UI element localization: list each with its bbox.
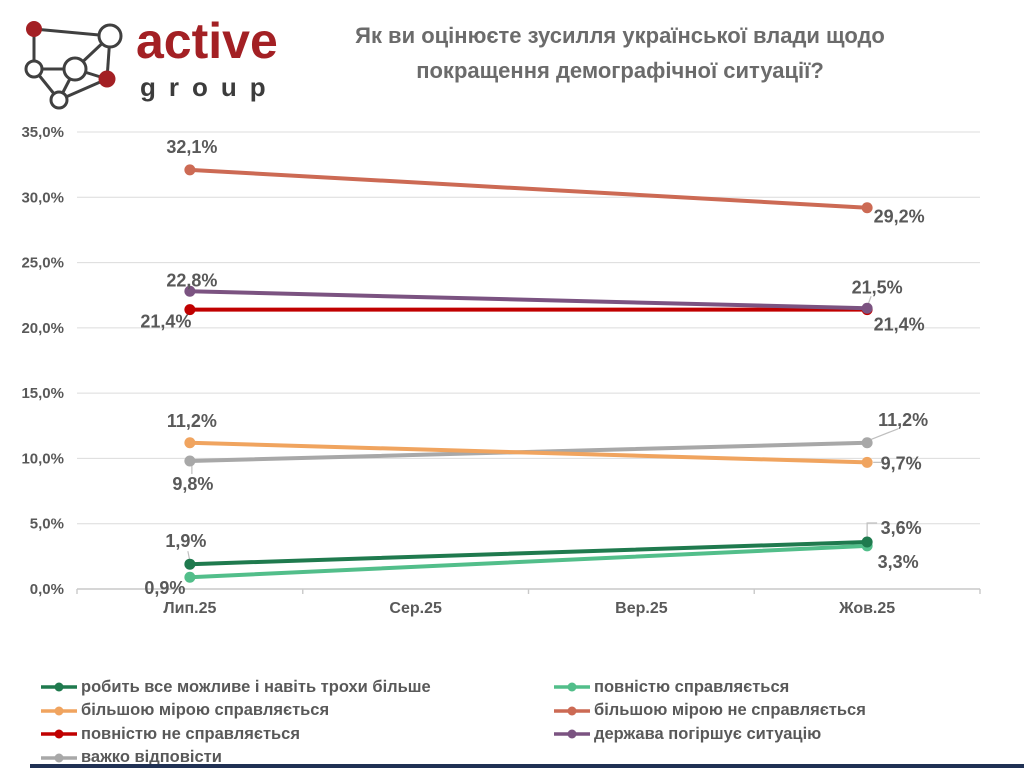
legend-label: повністю справляється [594, 677, 790, 696]
x-tick-label: Сер.25 [389, 600, 442, 617]
data-point-marker [861, 202, 873, 214]
legend-dot [54, 729, 64, 739]
legend-dot [567, 729, 577, 739]
data-label: 9,7% [881, 453, 922, 473]
y-tick-label: 0,0% [30, 581, 64, 598]
data-point-marker [184, 304, 196, 316]
label-leader-line [866, 522, 878, 537]
legend-dot [54, 706, 64, 715]
data-label: 29,2% [874, 207, 925, 227]
graph-edge [33, 27, 111, 38]
y-tick-label: 15,0% [21, 385, 64, 402]
data-point-marker [861, 302, 873, 314]
data-point-marker [184, 558, 196, 570]
x-tick-label: Жов.25 [838, 600, 895, 617]
legend-dot [567, 682, 577, 692]
data-label: 9,8% [172, 474, 213, 494]
network-graph-icon [24, 21, 123, 110]
legend-dot [54, 753, 64, 762]
series-line [187, 440, 870, 465]
data-label: 21,4% [140, 312, 191, 332]
legend-label: більшою мірою справляється [81, 701, 330, 719]
graph-node [49, 90, 69, 110]
data-label: 0,9% [144, 578, 185, 598]
y-tick-label: 30,0% [21, 189, 64, 206]
line-chart: 0,0% 5,0% 10,0% 15,0% 20,0% 25,0% 30,0% 35,0% Ли… [21, 124, 981, 617]
data-label: 21,4% [874, 315, 925, 335]
data-label: 22,8% [166, 270, 217, 290]
brand-logo: active group [12, 4, 312, 116]
data-label: 11,2% [167, 411, 217, 431]
legend-item: більшою мірою не справляється [553, 699, 866, 723]
series-line [187, 539, 870, 567]
data-label: 1,9% [165, 531, 206, 551]
legend-marker-icon [554, 706, 590, 715]
legend-item: важко відповісти [40, 746, 222, 770]
legend-marker-icon [554, 682, 590, 692]
chart-title-line1: Як ви оцінюєте зусилля української влади… [355, 23, 885, 48]
y-tick-label: 35,0% [21, 124, 64, 141]
legend-marker-icon [554, 729, 590, 739]
y-tick-label: 25,0% [21, 255, 64, 272]
series-line [187, 167, 870, 210]
brand-name: active [136, 13, 278, 69]
y-tick-label: 5,0% [30, 516, 64, 533]
series-line [187, 543, 870, 580]
legend-item: держава погіршує ситуацію [553, 722, 821, 746]
data-point-marker [184, 164, 196, 176]
graph-node [98, 70, 116, 88]
graph-node [62, 56, 88, 82]
legend-label: держава погіршує ситуацію [594, 724, 822, 743]
label-leader-line [869, 428, 899, 441]
data-label: 3,3% [878, 552, 919, 572]
legend-item: повністю не справляється [40, 722, 300, 746]
data-label: 11,2% [878, 410, 928, 430]
data-point-marker [184, 285, 196, 297]
graph-node [97, 23, 123, 49]
x-tick-label: Лип.25 [163, 600, 216, 617]
legend-label: робить все можливе і навіть трохи більше [81, 677, 431, 696]
data-point-marker [861, 536, 873, 548]
legend-item: більшою мірою справляється [40, 699, 329, 723]
legend-marker-icon [41, 706, 77, 715]
legend-label: важко відповісти [81, 748, 222, 766]
x-tick-label: Вер.25 [615, 600, 668, 617]
legend-label: повністю не справляється [81, 724, 300, 743]
legend-marker-icon [41, 729, 77, 739]
label-leader-line [867, 296, 872, 305]
data-point-marker [184, 455, 196, 467]
data-point-marker [861, 456, 873, 468]
legend-item: повністю справляється [553, 675, 789, 699]
series-line [187, 289, 870, 311]
legend-marker-icon [41, 682, 77, 692]
chart-title: Як ви оцінюєте зусилля української влади… [315, 18, 925, 88]
data-point-marker [861, 437, 873, 449]
legend-marker-icon [41, 753, 77, 762]
data-label: 21,5% [852, 277, 903, 297]
footer-divider [30, 764, 1024, 768]
y-tick-label: 10,0% [21, 450, 64, 467]
y-tick-label: 20,0% [21, 320, 64, 337]
data-point-marker [184, 437, 196, 449]
data-point-marker [184, 571, 196, 583]
graph-node [24, 59, 44, 79]
legend-item: робить все можливе і навіть трохи більше [40, 675, 431, 699]
graph-node [26, 21, 42, 37]
legend-label: більшою мірою не справляється [594, 701, 866, 719]
data-label: 32,1% [166, 137, 217, 157]
legend-dot [567, 706, 577, 715]
data-label: 3,6% [881, 518, 922, 538]
legend-dot [54, 682, 64, 692]
brand-subname: group [140, 72, 279, 102]
chart-title-line2: покращення демографічної ситуації? [416, 58, 824, 83]
